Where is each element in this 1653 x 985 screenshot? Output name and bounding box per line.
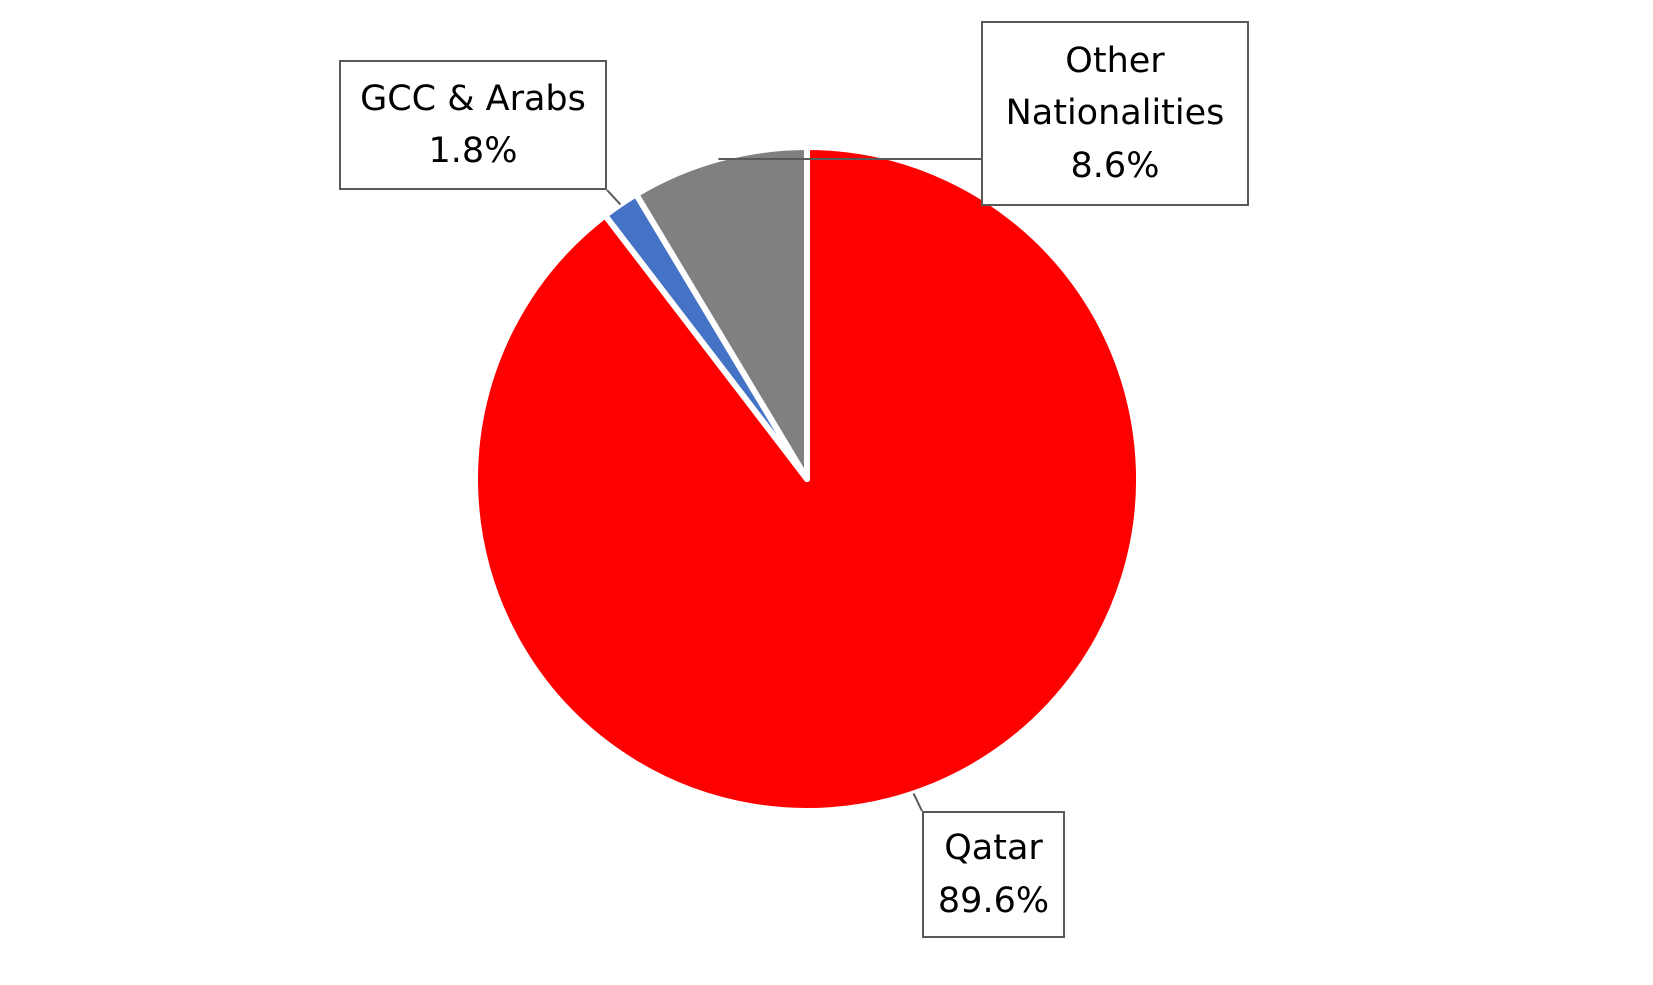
data-label: Qatar 89.6% [922, 811, 1065, 938]
category-label: Other Nationalities [1005, 40, 1225, 134]
category-label: Qatar [944, 828, 1043, 868]
leader-line [606, 189, 622, 206]
value-label: 8.6% [1070, 145, 1160, 186]
value-label: 89.6% [937, 880, 1050, 921]
category-label: GCC & Arabs [360, 78, 586, 119]
leader-line [912, 793, 923, 812]
data-label: Other Nationalities 8.6% [981, 21, 1249, 206]
value-label: 1.8% [428, 131, 518, 171]
data-label: GCC & Arabs 1.8% [339, 60, 607, 190]
pie-slice [633, 144, 810, 482]
